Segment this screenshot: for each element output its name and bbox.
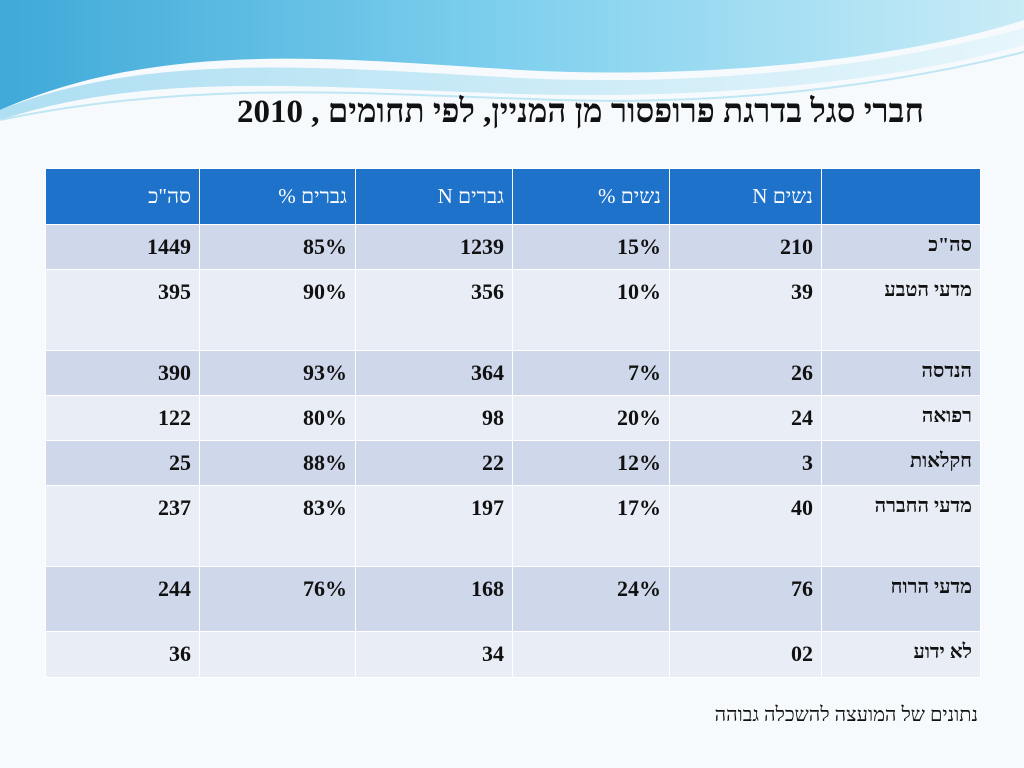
- men-n-cell: 364: [355, 350, 513, 396]
- men-pct-cell: 88%: [199, 440, 356, 486]
- men-pct-cell: 83%: [199, 485, 356, 567]
- men-n-cell: 168: [355, 566, 513, 632]
- men-pct-cell: 90%: [199, 269, 356, 351]
- men-pct-cell: [199, 631, 356, 678]
- women-n-cell: 24: [669, 395, 822, 441]
- header-men-pct: גברים %: [199, 168, 356, 225]
- total-cell: 36: [45, 631, 200, 678]
- row-label: מדעי הרוח: [821, 566, 981, 632]
- women-n-cell: 26: [669, 350, 822, 396]
- men-pct-cell: 76%: [199, 566, 356, 632]
- women-n-cell: 76: [669, 566, 822, 632]
- row-label: מדעי החברה: [821, 485, 981, 567]
- men-n-cell: 34: [355, 631, 513, 678]
- data-table: נשים N נשים % גברים N גברים % סה"כ סה"כ …: [45, 168, 981, 678]
- page-title: חברי סגל בדרגת פרופסור מן המניין, לפי תח…: [236, 94, 924, 130]
- men-n-cell: 1239: [355, 224, 513, 270]
- women-n-cell: 3: [669, 440, 822, 486]
- table-row: הנדסה 26 7% 364 93% 390: [45, 350, 981, 396]
- row-label: הנדסה: [821, 350, 981, 396]
- table-row: לא ידוע 02 34 36: [45, 631, 981, 678]
- header-label: [821, 168, 981, 225]
- total-cell: 244: [45, 566, 200, 632]
- women-pct-cell: 15%: [512, 224, 670, 270]
- men-n-cell: 22: [355, 440, 513, 486]
- table-row: מדעי הרוח 76 24% 168 76% 244: [45, 566, 981, 632]
- row-label: לא ידוע: [821, 631, 981, 678]
- men-n-cell: 98: [355, 395, 513, 441]
- source-footnote: נתונים של המועצה להשכלה גבוהה: [714, 704, 978, 726]
- women-n-cell: 210: [669, 224, 822, 270]
- total-cell: 25: [45, 440, 200, 486]
- table-row: חקלאות 3 12% 22 88% 25: [45, 440, 981, 486]
- women-pct-cell: [512, 631, 670, 678]
- women-pct-cell: 17%: [512, 485, 670, 567]
- men-n-cell: 197: [355, 485, 513, 567]
- table-row: מדעי הטבע 39 10% 356 90% 395: [45, 269, 981, 351]
- women-n-cell: 40: [669, 485, 822, 567]
- row-label: מדעי הטבע: [821, 269, 981, 351]
- total-cell: 395: [45, 269, 200, 351]
- header-wave-decoration: [0, 0, 1024, 130]
- men-pct-cell: 80%: [199, 395, 356, 441]
- women-pct-cell: 20%: [512, 395, 670, 441]
- women-pct-cell: 10%: [512, 269, 670, 351]
- table-header-row: נשים N נשים % גברים N גברים % סה"כ: [45, 168, 981, 225]
- header-total: סה"כ: [45, 168, 200, 225]
- row-label: חקלאות: [821, 440, 981, 486]
- header-men-n: גברים N: [355, 168, 513, 225]
- men-n-cell: 356: [355, 269, 513, 351]
- women-pct-cell: 12%: [512, 440, 670, 486]
- women-n-cell: 39: [669, 269, 822, 351]
- women-pct-cell: 24%: [512, 566, 670, 632]
- total-cell: 390: [45, 350, 200, 396]
- row-label: סה"כ: [821, 224, 981, 270]
- men-pct-cell: 93%: [199, 350, 356, 396]
- header-women-n: נשים N: [669, 168, 822, 225]
- total-cell: 1449: [45, 224, 200, 270]
- women-n-cell: 02: [669, 631, 822, 678]
- row-label: רפואה: [821, 395, 981, 441]
- men-pct-cell: 85%: [199, 224, 356, 270]
- total-cell: 237: [45, 485, 200, 567]
- table-row: מדעי החברה 40 17% 197 83% 237: [45, 485, 981, 567]
- total-cell: 122: [45, 395, 200, 441]
- table-row: סה"כ 210 15% 1239 85% 1449: [45, 224, 981, 270]
- table-row: רפואה 24 20% 98 80% 122: [45, 395, 981, 441]
- women-pct-cell: 7%: [512, 350, 670, 396]
- header-women-pct: נשים %: [512, 168, 670, 225]
